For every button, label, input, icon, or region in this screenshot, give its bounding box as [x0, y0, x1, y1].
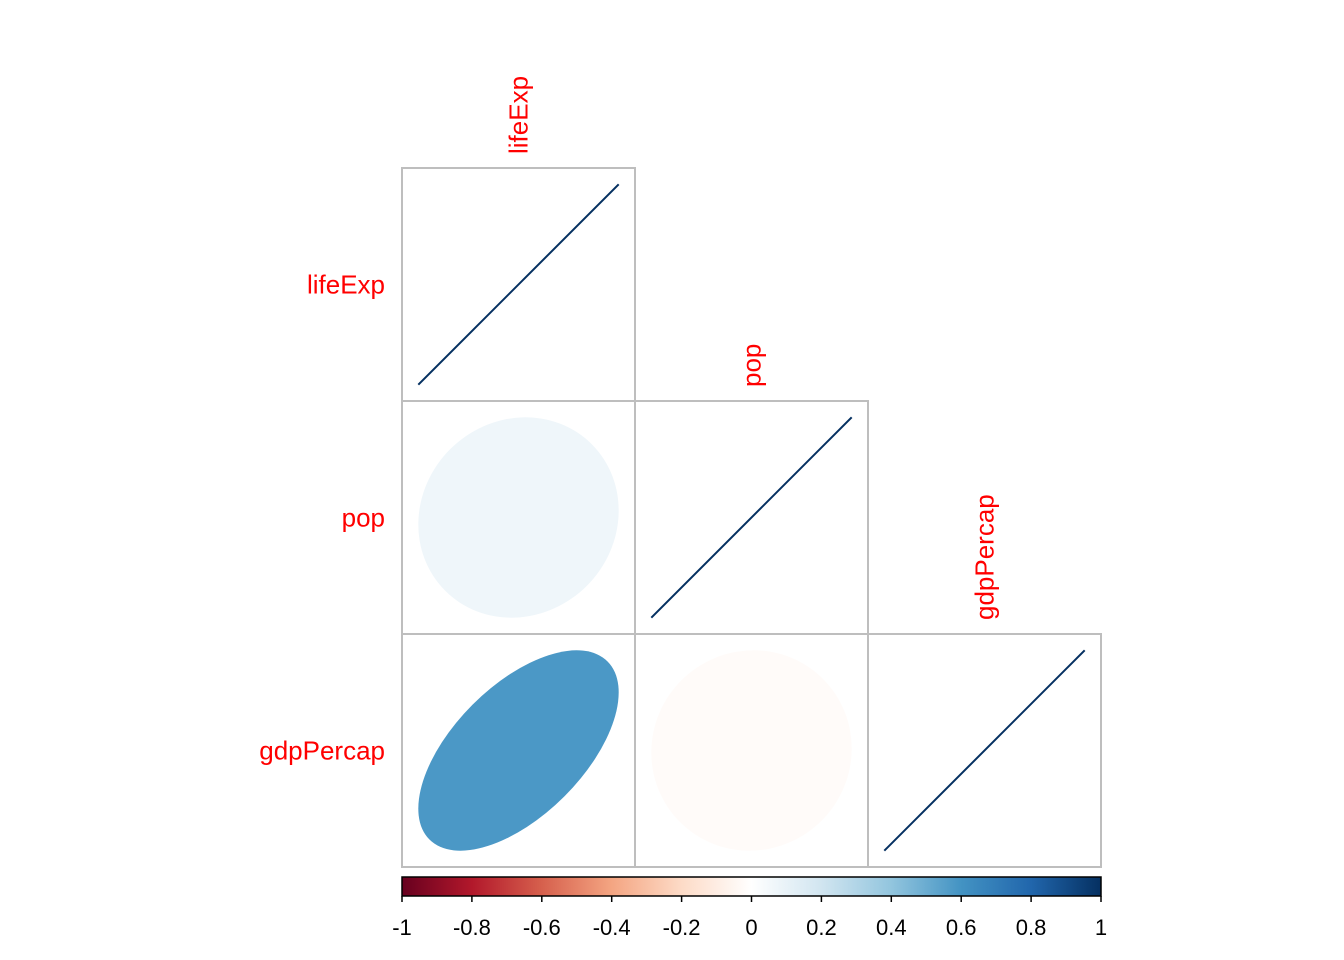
colorbar-tick-label: 0 — [745, 915, 757, 940]
correlation-mark — [418, 650, 619, 851]
row-label-gdpPercap: gdpPercap — [259, 736, 385, 766]
colorbar-ticks: -1 -0.8 -0.6 -0.4 -0.2 0 0.2 0.4 0.6 0.8 1 — [392, 896, 1107, 940]
correlation-mark — [883, 649, 1086, 852]
colorbar-tick-label: 1 — [1095, 915, 1107, 940]
cell-pop-lifeExp — [401, 400, 636, 635]
correlation-cells — [401, 167, 1102, 868]
correlation-mark — [651, 650, 852, 851]
column-label-pop: pop — [737, 344, 767, 387]
correlation-mark — [650, 416, 853, 619]
colorbar-tick-label: 0.2 — [806, 915, 837, 940]
colorbar-tick-label: -0.8 — [453, 915, 491, 940]
colorbar-tick-label: -1 — [392, 915, 412, 940]
colorbar-gradient — [401, 876, 1102, 897]
colorbar-tick-label: 0.6 — [946, 915, 977, 940]
colorbar-tick-label: -0.4 — [593, 915, 631, 940]
cell-border — [867, 633, 1102, 868]
correlation-mark — [417, 183, 620, 386]
cell-gdpPercap-pop — [634, 633, 869, 868]
colorbar-tick-label: -0.6 — [523, 915, 561, 940]
colorbar-tick-label: 0.4 — [876, 915, 907, 940]
column-label-gdpPercap: gdpPercap — [970, 494, 1000, 620]
colorbar: -1 -0.8 -0.6 -0.4 -0.2 0 0.2 0.4 0.6 0.8 1 — [392, 876, 1107, 940]
cell-pop-pop — [634, 400, 869, 635]
column-labels: lifeExp pop gdpPercap — [504, 76, 1000, 620]
row-label-lifeExp: lifeExp — [307, 270, 385, 300]
cell-gdpPercap-gdpPercap — [867, 633, 1102, 868]
colorbar-tick-label: -0.2 — [663, 915, 701, 940]
colorbar-tick-label: 0.8 — [1016, 915, 1047, 940]
cell-lifeExp-lifeExp — [401, 167, 636, 402]
correlation-mark — [418, 417, 619, 618]
column-label-lifeExp: lifeExp — [504, 76, 534, 154]
row-labels: lifeExp pop gdpPercap — [259, 270, 385, 766]
row-label-pop: pop — [342, 503, 385, 533]
cell-gdpPercap-lifeExp — [401, 633, 636, 868]
